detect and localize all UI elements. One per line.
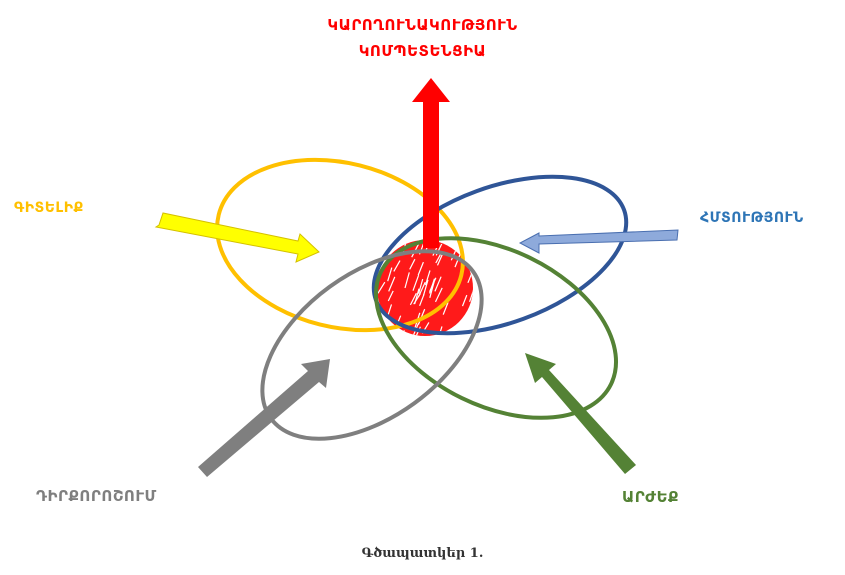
hatch-stroke xyxy=(429,281,435,298)
hatch-stroke xyxy=(434,287,443,303)
knowledge-ellipse xyxy=(215,157,465,333)
hatch-stroke xyxy=(414,337,421,350)
hatch-stroke xyxy=(387,267,393,282)
hatch-stroke xyxy=(409,292,417,306)
hatch-stroke xyxy=(418,278,424,294)
skill-label: ՀՄՏՈՒԹՅՈՒՆ xyxy=(700,210,804,226)
values-ellipse xyxy=(373,236,619,420)
attitude-label: ԴԻՐՔՈՐՈՇՈՒՄ xyxy=(36,487,157,505)
hatch-stroke xyxy=(412,274,420,291)
attitude-ellipse xyxy=(260,249,484,441)
hatch-stroke xyxy=(385,339,390,350)
competency-arrow xyxy=(412,78,450,248)
skill-arrow xyxy=(518,229,679,254)
hatch-stroke xyxy=(469,289,473,302)
hatch-stroke xyxy=(454,254,461,268)
values-arrow xyxy=(525,353,636,474)
hatch-stroke xyxy=(413,293,421,305)
hatch-stroke xyxy=(424,270,431,286)
hatch-stroke xyxy=(398,330,405,336)
knowledge-arrow xyxy=(154,212,320,263)
hatch-stroke xyxy=(409,258,416,270)
hatch-stroke xyxy=(424,339,430,354)
figure-caption: Գծապատկեր 1. xyxy=(361,546,484,561)
competency-label: ԿԱՐՈՂՈՒՆԱԿՈՒԹՅՈՒՆ ԿՈՄՊԵՏԵՆՑԻԱ xyxy=(0,12,845,64)
hatch-stroke xyxy=(442,302,449,315)
attitude-arrow xyxy=(198,359,330,477)
hatch-stroke xyxy=(377,281,386,294)
hatch-stroke xyxy=(417,261,424,276)
knowledge-label: ԳԻՏԵԼԻՔ xyxy=(14,200,84,216)
hatch-stroke xyxy=(393,260,401,272)
competency-label-line2: ԿՈՄՊԵՏԵՆՑԻԱ xyxy=(358,42,487,60)
hatch-stroke xyxy=(388,276,396,292)
hatch-stroke xyxy=(461,294,468,307)
hatch-stroke xyxy=(434,276,442,292)
hatch-stroke xyxy=(419,294,425,307)
hatch-stroke xyxy=(423,279,429,296)
hatch-stroke xyxy=(387,290,394,302)
hatch-stroke xyxy=(404,272,410,289)
competency-label-line1: ԿԱՐՈՂՈՒՆԱԿՈՒԹՅՈՒՆ xyxy=(327,16,518,34)
values-label: ԱՐԺԵՔ xyxy=(622,488,680,506)
